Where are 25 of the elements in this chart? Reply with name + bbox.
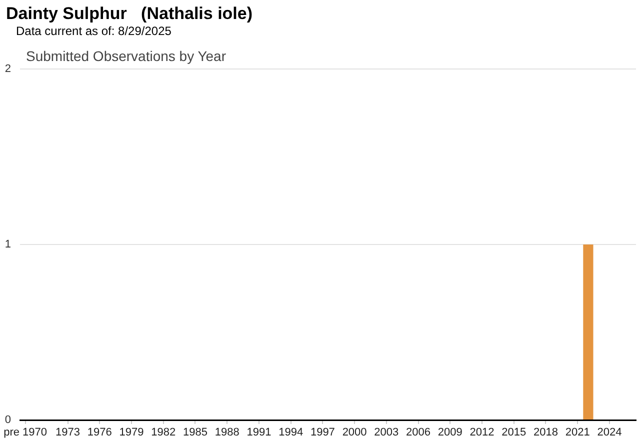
x-tick-label: 2003 — [374, 426, 399, 439]
x-tick-label: 2018 — [533, 426, 558, 439]
y-tick-label: 2 — [4, 63, 11, 76]
y-tick-label: 1 — [4, 238, 11, 251]
chart-subtitle: Data current as of: 8/29/2025 — [16, 24, 172, 38]
x-tick-label: 1988 — [214, 426, 240, 439]
x-tick-label: 1994 — [278, 426, 304, 439]
x-tick-label: 1973 — [56, 426, 80, 439]
x-tick-label: 1991 — [246, 426, 272, 439]
y-tick-label: 0 — [4, 414, 11, 426]
x-tick-label: 2000 — [342, 426, 367, 439]
text: Submitted Observations by Year — [26, 48, 226, 65]
x-tick-label: 2006 — [406, 426, 431, 439]
x-tick-label: 2024 — [597, 426, 622, 439]
x-tick-label: 2021 — [565, 426, 590, 439]
x-tick-label: 1985 — [183, 426, 208, 439]
x-tick-label: 1982 — [151, 426, 176, 439]
x-tick-label: 2009 — [438, 426, 462, 439]
x-tick-label: 1979 — [119, 426, 144, 439]
x-tick-label: pre 1970 — [4, 426, 48, 439]
x-tick-label: 1997 — [310, 426, 335, 439]
chart-title: Dainty Sulphur (Nathalis iole) — [6, 4, 253, 24]
x-tick-label: 2012 — [470, 426, 494, 439]
x-tick-label: 1976 — [87, 426, 112, 439]
x-tick-label: 2015 — [502, 426, 526, 439]
